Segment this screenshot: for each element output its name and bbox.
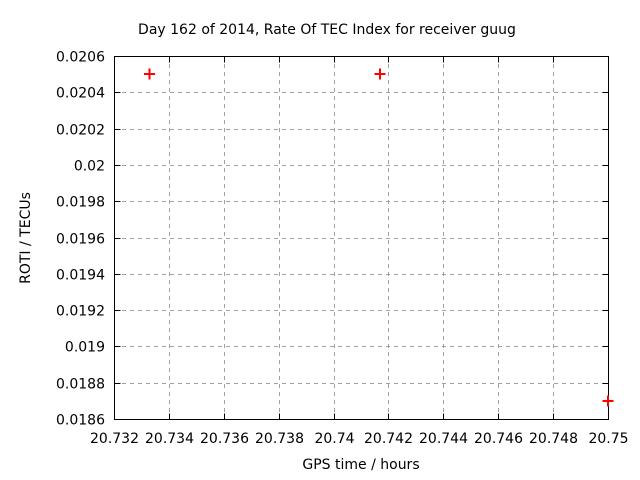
y-tick-label: 0.0202 — [56, 123, 105, 139]
y-tick-label: 0.019 — [65, 340, 105, 356]
y-tick-label: 0.0192 — [56, 304, 105, 320]
y-tick-label: 0.0198 — [56, 195, 105, 211]
y-tick-label: 0.0188 — [56, 377, 105, 393]
x-tick-label: 20.736 — [200, 431, 249, 447]
data-point-marker — [602, 395, 614, 407]
x-tick-label: 20.734 — [145, 431, 194, 447]
x-axis-label: GPS time / hours — [302, 457, 419, 473]
x-tick-label: 20.75 — [588, 431, 628, 447]
y-axis-label: ROTI / TECUs — [18, 192, 34, 284]
y-tick-label: 0.0204 — [56, 86, 105, 102]
x-tick-label: 20.744 — [419, 431, 468, 447]
x-tick-label: 20.74 — [314, 431, 354, 447]
x-tick-label: 20.746 — [474, 431, 523, 447]
data-point-marker — [374, 68, 386, 80]
x-tick-label: 20.742 — [364, 431, 413, 447]
x-tick-label: 20.732 — [90, 431, 139, 447]
x-tick-label: 20.738 — [255, 431, 304, 447]
chart-title: Day 162 of 2014, Rate Of TEC Index for r… — [138, 22, 516, 38]
y-tick-label: 0.0194 — [56, 268, 105, 284]
y-tick-label: 0.0206 — [56, 50, 105, 66]
data-point-marker — [144, 68, 156, 80]
y-tick-label: 0.02 — [74, 159, 105, 175]
y-tick-label: 0.0196 — [56, 232, 105, 248]
x-tick-label: 20.748 — [529, 431, 578, 447]
y-tick-label: 0.0186 — [56, 413, 105, 429]
